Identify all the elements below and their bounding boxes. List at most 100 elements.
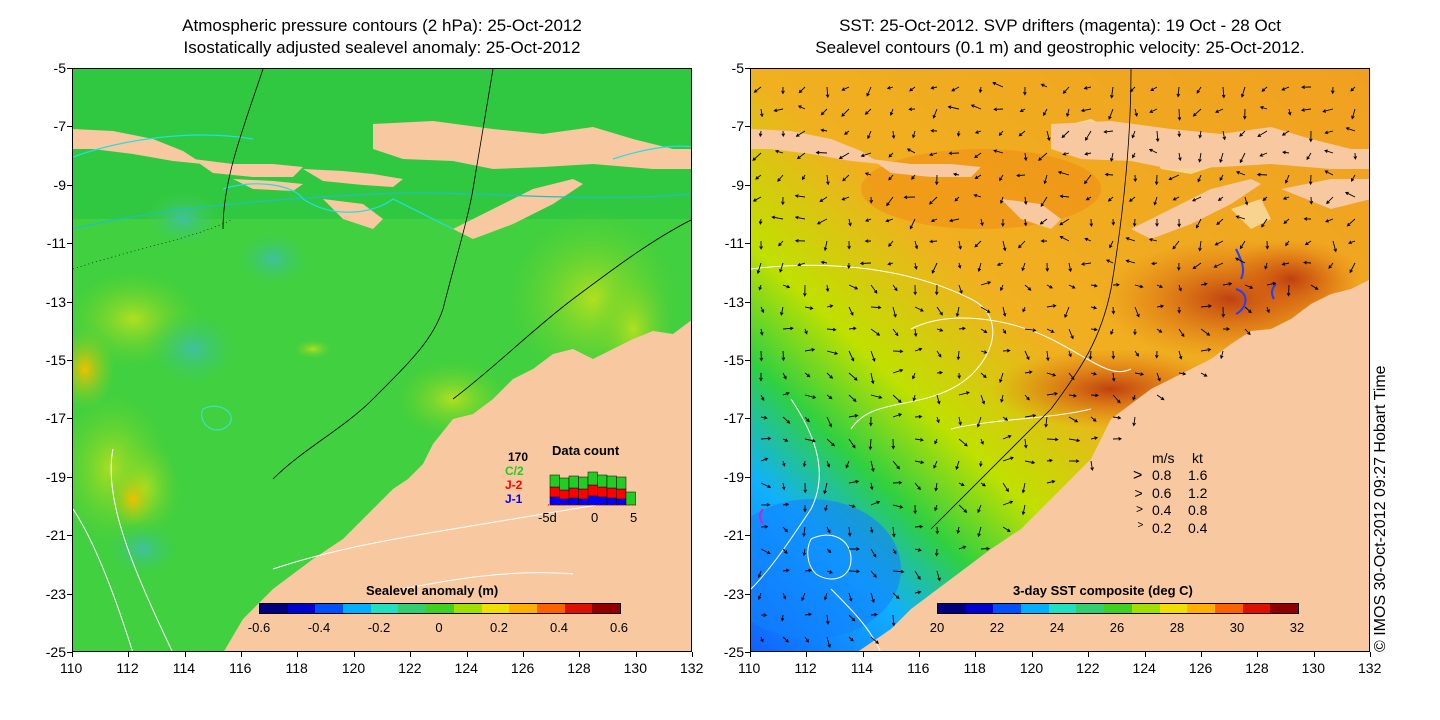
velocity-arrow [1244, 284, 1254, 289]
velocity-arrow [870, 350, 876, 362]
velocity-arrow [753, 86, 762, 93]
velocity-arrow [980, 328, 988, 333]
y-tick-label: -19 [45, 468, 66, 485]
velocity-arrow [949, 218, 960, 223]
x-tick-label: 126 [510, 660, 535, 676]
velocity-arrow [1125, 237, 1136, 242]
velocity-arrow [1172, 240, 1180, 250]
x-tick-mark [750, 652, 751, 657]
velocity-arrow [1285, 240, 1290, 247]
velocity-arrow [1068, 328, 1074, 340]
histogram-bar [606, 487, 617, 499]
velocity-arrow [892, 592, 900, 600]
velocity-arrow [1259, 152, 1268, 157]
velocity-arrow [914, 460, 925, 465]
velocity-arrow [1109, 240, 1114, 249]
velocity-arrow [1019, 108, 1026, 112]
velocity-arrow [771, 215, 784, 220]
velocity-arrow [1350, 174, 1356, 182]
velocity-arrow [860, 152, 872, 158]
y-tick-mark [745, 593, 750, 595]
x-tick-mark [522, 652, 524, 657]
velocity-arrow [1016, 173, 1026, 178]
velocity-arrow [1281, 130, 1290, 136]
velocity-arrow [759, 328, 764, 336]
y-tick-mark [745, 184, 750, 186]
x-tick-mark [692, 652, 693, 657]
velocity-arrow [1046, 350, 1050, 362]
velocity-arrow [1084, 237, 1092, 242]
velocity-arrow [1154, 174, 1159, 186]
velocity-arrow [1068, 438, 1081, 443]
y-tick-mark [67, 418, 72, 420]
velocity-arrow [913, 504, 917, 515]
velocity-arrow [956, 526, 961, 534]
velocity-arrow [1024, 413, 1037, 418]
velocity-arrow [1062, 86, 1070, 94]
velocity-arrow [781, 482, 786, 491]
velocity-arrow [826, 438, 835, 447]
histogram-bar [568, 475, 579, 489]
histogram-bar [587, 495, 598, 506]
velocity-arrow [1261, 218, 1268, 228]
speed-legend-kt-value: 1.2 [1188, 484, 1208, 501]
velocity-arrow [1112, 415, 1122, 420]
velocity-arrow [1178, 284, 1182, 292]
right-timor-land [1131, 179, 1261, 239]
speed-legend-kt-value: 0.4 [1188, 519, 1208, 536]
velocity-arrow [1001, 218, 1005, 227]
velocity-arrow [909, 86, 916, 92]
velocity-arrow [1002, 306, 1007, 317]
velocity-arrow [914, 524, 924, 529]
velocity-arrow [870, 372, 875, 385]
velocity-arrow [804, 636, 809, 643]
velocity-arrow [1234, 257, 1246, 264]
velocity-arrow [1023, 438, 1028, 449]
velocity-arrow [1105, 259, 1114, 264]
velocity-arrow [870, 460, 875, 473]
velocity-arrow [1303, 217, 1312, 221]
velocity-arrow [1326, 196, 1334, 205]
velocity-arrow [1178, 328, 1185, 338]
velocity-arrow [1024, 370, 1033, 375]
velocity-arrow [782, 372, 787, 380]
velocity-arrow [782, 502, 790, 507]
y-tick-label: -25 [723, 644, 744, 660]
velocity-arrow [1084, 174, 1092, 185]
velocity-arrow [913, 328, 918, 337]
histogram-bar [578, 488, 589, 500]
velocity-arrow [780, 614, 785, 622]
velocity-arrow [1040, 83, 1048, 88]
x-tick-label: 124 [454, 660, 478, 676]
velocity-arrow [760, 482, 772, 489]
velocity-arrow [795, 130, 806, 137]
x-tick-label: 128 [567, 660, 591, 676]
velocity-arrow [825, 284, 830, 293]
drifter-track-3 [1270, 283, 1277, 300]
velocity-arrow [1083, 86, 1092, 90]
velocity-arrow [1002, 435, 1012, 440]
x-tick-label: 114 [172, 660, 196, 676]
velocity-arrow [1085, 130, 1092, 141]
velocity-arrow [970, 104, 982, 110]
velocity-arrow [936, 350, 942, 358]
velocity-arrow [1018, 240, 1026, 249]
velocity-arrow [978, 86, 983, 94]
velocity-arrow [1110, 86, 1114, 99]
velocity-arrow [1156, 394, 1165, 401]
velocity-arrow [1350, 86, 1356, 92]
velocity-arrow [1155, 218, 1159, 227]
velocity-arrow [1023, 152, 1028, 162]
velocity-arrow [1132, 416, 1136, 427]
velocity-arrow [1133, 328, 1137, 336]
velocity-arrow [1265, 240, 1270, 250]
velocity-arrow [1282, 196, 1290, 200]
velocity-arrow [1219, 174, 1224, 182]
velocity-arrow [957, 262, 962, 269]
velocity-arrow [825, 86, 830, 99]
x-tick-label: 114 [850, 660, 874, 676]
y-tick-mark [745, 126, 750, 128]
velocity-arrow [892, 328, 899, 337]
velocity-arrow [869, 526, 874, 534]
velocity-arrow [848, 504, 856, 508]
